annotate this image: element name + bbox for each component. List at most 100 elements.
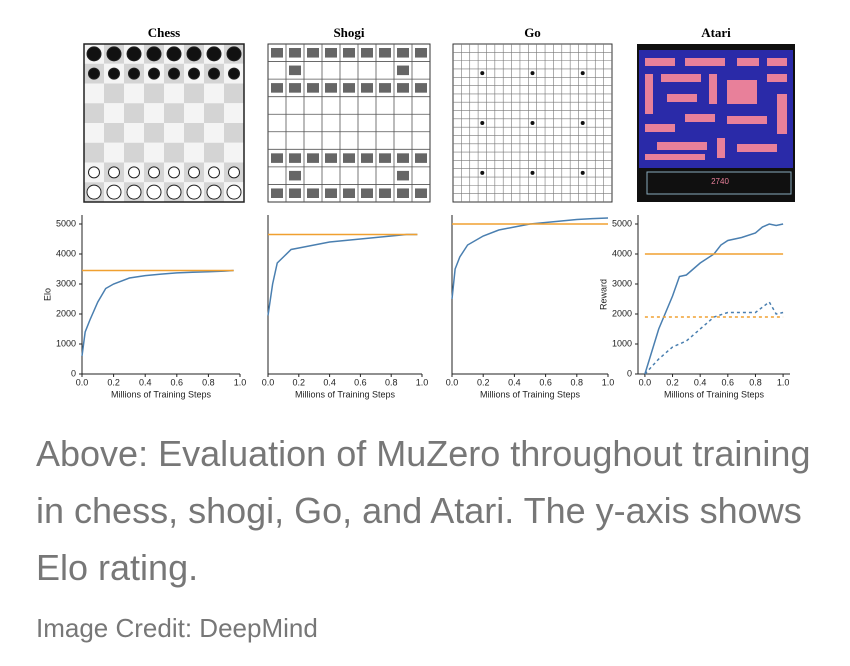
maze-wall (767, 58, 787, 66)
y-axis-label: Elo (42, 288, 52, 301)
shogi-piece (343, 153, 355, 163)
board-square (144, 103, 164, 123)
board-square (84, 103, 104, 123)
x-tick-label: 0.6 (539, 377, 552, 387)
board-square (224, 123, 244, 143)
y-tick-label: 2000 (612, 308, 632, 318)
x-tick-label: 0.4 (694, 377, 707, 387)
chess-piece (126, 46, 142, 62)
shogi-piece (397, 65, 409, 76)
board-border (83, 43, 245, 203)
shogi-piece (271, 188, 283, 198)
x-axis-label: Millions of Training Steps (664, 389, 765, 399)
board-square (124, 103, 144, 123)
chess-piece (228, 166, 240, 179)
maze-wall (737, 58, 759, 66)
shogi-piece (271, 48, 283, 58)
x-tick-label: 0.8 (749, 377, 762, 387)
star-point (530, 71, 535, 76)
chess-piece (88, 67, 100, 80)
shogi-piece (361, 83, 373, 93)
shogi-piece (361, 188, 373, 198)
chess-piece (108, 67, 120, 80)
board-square (124, 142, 144, 163)
maze-wall (645, 154, 705, 160)
y-tick-label: 3000 (56, 278, 76, 288)
board-square (144, 123, 164, 143)
shogi-piece (307, 48, 319, 58)
y-tick-label: 4000 (56, 248, 76, 258)
x-tick-label: 0.4 (323, 377, 336, 387)
board-square (184, 123, 204, 143)
board-square (164, 83, 184, 104)
data-line (644, 223, 784, 375)
x-tick-label: 0.8 (385, 377, 398, 387)
chess-piece (168, 67, 180, 80)
chess-piece (206, 46, 222, 62)
chess-piece (108, 166, 120, 179)
shogi-piece (379, 153, 391, 163)
shogi-piece (415, 48, 427, 58)
maze-wall (667, 94, 697, 102)
shogi-piece (397, 153, 409, 163)
shogi-piece (379, 83, 391, 93)
board-square (204, 83, 224, 104)
maze-wall (727, 80, 757, 104)
shogi-piece (361, 48, 373, 58)
board-square (124, 123, 144, 143)
y-tick-label: 5000 (612, 218, 632, 228)
chess-piece (186, 184, 202, 200)
figure: Chess 0.0 0.2 0.4 0.6 0.8 1.0 0 1000 2000 3000 4000… (42, 25, 795, 399)
chess-piece (106, 184, 122, 200)
maze-wall (767, 74, 787, 82)
x-tick-label: 0.2 (107, 377, 120, 387)
star-point (580, 170, 585, 175)
x-tick-label: 0.0 (639, 377, 652, 387)
x-axis-label: Millions of Training Steps (111, 389, 212, 399)
x-tick-label: 0.0 (76, 377, 89, 387)
chart-title: Go (524, 25, 541, 40)
chess-piece (88, 166, 100, 179)
y-axis-label: Reward (598, 279, 608, 310)
status-bar (646, 171, 792, 195)
chess-piece (86, 184, 102, 200)
y-tick-label: 3000 (612, 278, 632, 288)
data-line (81, 269, 234, 357)
chess-piece (226, 46, 242, 62)
shogi-piece (379, 188, 391, 198)
y-tick-label: 1000 (56, 338, 76, 348)
maze-wall (657, 142, 707, 150)
shogi-piece (343, 83, 355, 93)
chess-piece (106, 46, 122, 62)
board-square (164, 123, 184, 143)
shogi-piece (325, 83, 337, 93)
board-square (184, 103, 204, 123)
shogi-piece (397, 48, 409, 58)
chess-piece (166, 46, 182, 62)
chart-title: Shogi (333, 25, 364, 40)
maze-wall (709, 74, 717, 104)
chess-piece (128, 67, 140, 80)
shogi-piece (397, 170, 409, 181)
maze-wall (685, 114, 715, 122)
board-square (104, 83, 124, 104)
chess-piece (146, 184, 162, 200)
shogi-piece (289, 170, 301, 181)
shogi-piece (289, 65, 301, 76)
star-point (480, 170, 485, 175)
chess-piece (226, 184, 242, 200)
chess-piece (208, 166, 220, 179)
board-square (184, 142, 204, 163)
x-tick-label: 1.0 (602, 377, 615, 387)
atari-score: 2740 (711, 177, 729, 186)
maze-wall (727, 116, 767, 124)
shogi-piece (397, 188, 409, 198)
board-square (224, 83, 244, 104)
shogi-piece (271, 83, 283, 93)
x-axis-label: Millions of Training Steps (480, 389, 581, 399)
chess-piece (188, 166, 200, 179)
shogi-piece (307, 188, 319, 198)
x-tick-label: 0.2 (477, 377, 490, 387)
shogi-piece (397, 83, 409, 93)
shogi-piece (289, 188, 301, 198)
